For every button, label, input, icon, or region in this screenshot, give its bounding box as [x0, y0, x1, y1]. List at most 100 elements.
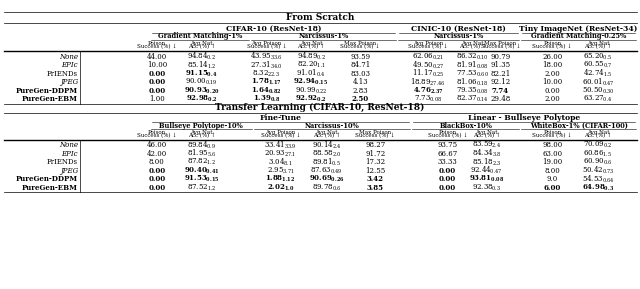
Text: 3.42: 3.42 [367, 175, 384, 183]
Text: 3.85: 3.85 [367, 184, 384, 192]
Text: 0.00: 0.00 [148, 69, 165, 77]
Text: Success (%) ↓: Success (%) ↓ [137, 44, 177, 49]
Text: 0.00: 0.00 [439, 175, 456, 183]
Text: 81.06$_{\mathregular{0.18}}$: 81.06$_{\mathregular{0.18}}$ [456, 76, 489, 88]
Text: 60.90$_{\mathregular{0.6}}$: 60.90$_{\mathregular{0.6}}$ [583, 157, 613, 167]
Text: 82.37$_{\mathregular{0.14}}$: 82.37$_{\mathregular{0.14}}$ [456, 94, 489, 104]
Text: 60.01$_{\mathregular{0.47}}$: 60.01$_{\mathregular{0.47}}$ [582, 76, 614, 88]
Text: 42.74$_{\mathregular{1.5}}$: 42.74$_{\mathregular{1.5}}$ [583, 68, 612, 79]
Text: 2.00: 2.00 [545, 95, 560, 103]
Text: None: None [59, 53, 78, 60]
Text: Success (%) ↓: Success (%) ↓ [260, 133, 300, 138]
Text: 3.04$_{\mathregular{8.1}}$: 3.04$_{\mathregular{8.1}}$ [268, 157, 293, 168]
Text: 10.00: 10.00 [542, 78, 563, 86]
Text: 17.32: 17.32 [365, 158, 385, 166]
Text: 85.14$_{\mathregular{1.2}}$: 85.14$_{\mathregular{1.2}}$ [187, 60, 216, 71]
Text: 91.15$_{\mathregular{0.4}}$: 91.15$_{\mathregular{0.4}}$ [185, 68, 218, 79]
Text: Avg Nat: Avg Nat [190, 130, 212, 135]
Text: 83.03: 83.03 [350, 69, 370, 77]
Text: 0.00: 0.00 [439, 167, 456, 175]
Text: Success (%) ↓: Success (%) ↓ [340, 44, 380, 49]
Text: Max Poison: Max Poison [484, 41, 516, 46]
Text: 90.79: 90.79 [490, 53, 511, 60]
Text: PureGen-DDPM: PureGen-DDPM [16, 86, 78, 95]
Text: 87.82$_{\mathregular{1.2}}$: 87.82$_{\mathregular{1.2}}$ [187, 157, 216, 167]
Text: 92.92$_{\mathregular{0.2}}$: 92.92$_{\mathregular{0.2}}$ [295, 94, 327, 104]
Text: 92.94$_{\mathregular{0.15}}$: 92.94$_{\mathregular{0.15}}$ [294, 77, 329, 87]
Text: PureGen-DDPM: PureGen-DDPM [16, 175, 78, 183]
Text: 94.89$_{\mathregular{0.2}}$: 94.89$_{\mathregular{0.2}}$ [296, 51, 326, 62]
Text: PureGen-EBM: PureGen-EBM [22, 184, 78, 192]
Text: 8.00: 8.00 [545, 167, 560, 175]
Text: Avg Nat: Avg Nat [461, 41, 484, 46]
Text: 93.75: 93.75 [438, 141, 458, 149]
Text: CIFAR-10 (ResNet-18): CIFAR-10 (ResNet-18) [226, 25, 321, 32]
Text: Success (%) ↓: Success (%) ↓ [532, 44, 572, 49]
Text: 0.00: 0.00 [148, 184, 165, 192]
Text: Narcissus-1%: Narcissus-1% [299, 32, 349, 40]
Text: Max Poison: Max Poison [344, 41, 376, 46]
Text: 91.01$_{\mathregular{0.4}}$: 91.01$_{\mathregular{0.4}}$ [296, 68, 326, 79]
Text: Success (%) ↓: Success (%) ↓ [246, 44, 287, 49]
Text: 33.33: 33.33 [438, 158, 458, 166]
Text: Poison: Poison [543, 41, 561, 46]
Text: EPIc: EPIc [61, 150, 78, 158]
Text: PureGen-EBM: PureGen-EBM [22, 95, 78, 103]
Text: 81.95$_{\mathregular{5.6}}$: 81.95$_{\mathregular{5.6}}$ [187, 148, 216, 160]
Text: 0.00: 0.00 [439, 184, 456, 192]
Text: 2.50: 2.50 [351, 95, 369, 103]
Text: 63.00: 63.00 [542, 150, 563, 158]
Text: 54.53$_{\mathregular{0.64}}$: 54.53$_{\mathregular{0.64}}$ [582, 174, 614, 185]
Text: 64.98$_{\mathregular{0.3}}$: 64.98$_{\mathregular{0.3}}$ [582, 183, 614, 193]
Text: 90.93$_{\mathregular{0.20}}$: 90.93$_{\mathregular{0.20}}$ [184, 86, 220, 96]
Text: 4.76$_{\mathregular{2.37}}$: 4.76$_{\mathregular{2.37}}$ [413, 86, 444, 96]
Text: 18.89$_{\mathregular{27.46}}$: 18.89$_{\mathregular{27.46}}$ [410, 76, 446, 88]
Text: Acc (%) ↑: Acc (%) ↑ [188, 133, 215, 138]
Text: 33.41$_{\mathregular{33.9}}$: 33.41$_{\mathregular{33.9}}$ [264, 140, 297, 151]
Text: 0.00: 0.00 [148, 167, 165, 175]
Text: Avg Nat: Avg Nat [316, 130, 338, 135]
Text: 81.91$_{\mathregular{0.08}}$: 81.91$_{\mathregular{0.08}}$ [456, 60, 489, 71]
Text: 4.13: 4.13 [353, 78, 368, 86]
Text: Tiny ImageNet (ResNet-34): Tiny ImageNet (ResNet-34) [519, 25, 637, 32]
Text: 27.31$_{\mathregular{34.0}}$: 27.31$_{\mathregular{34.0}}$ [250, 60, 283, 71]
Text: 7.74: 7.74 [492, 86, 509, 95]
Text: 8.00: 8.00 [149, 158, 164, 166]
Text: 18.00: 18.00 [542, 61, 563, 69]
Text: 60.86$_{\mathregular{1.5}}$: 60.86$_{\mathregular{1.5}}$ [583, 149, 612, 159]
Text: 2.00: 2.00 [545, 69, 560, 77]
Text: Success (%) ↓: Success (%) ↓ [481, 44, 520, 49]
Text: 66.67: 66.67 [438, 150, 458, 158]
Text: 50.50$_{\mathregular{0.30}}$: 50.50$_{\mathregular{0.30}}$ [582, 86, 614, 96]
Text: 85.18$_{\mathregular{2.3}}$: 85.18$_{\mathregular{2.3}}$ [472, 157, 501, 168]
Text: 1.88$_{\mathregular{1.12}}$: 1.88$_{\mathregular{1.12}}$ [266, 174, 296, 184]
Text: 90.99$_{\mathregular{0.22}}$: 90.99$_{\mathregular{0.22}}$ [295, 86, 328, 96]
Text: 92.98$_{\mathregular{0.2}}$: 92.98$_{\mathregular{0.2}}$ [186, 94, 218, 104]
Text: 89.78$_{\mathregular{0.6}}$: 89.78$_{\mathregular{0.6}}$ [312, 183, 342, 193]
Text: Success (%) ↓: Success (%) ↓ [532, 133, 572, 138]
Text: 86.32$_{\mathregular{0.10}}$: 86.32$_{\mathregular{0.10}}$ [456, 51, 489, 62]
Text: Avg Nat: Avg Nat [587, 130, 609, 135]
Text: 46.00: 46.00 [147, 141, 167, 149]
Text: 9.0: 9.0 [547, 175, 558, 183]
Text: 82.20$_{\mathregular{1.1}}$: 82.20$_{\mathregular{1.1}}$ [296, 60, 326, 70]
Text: 98.27: 98.27 [365, 141, 385, 149]
Text: 89.84$_{\mathregular{0.9}}$: 89.84$_{\mathregular{0.9}}$ [187, 140, 216, 151]
Text: Avg Poison: Avg Poison [266, 130, 296, 135]
Text: 10.00: 10.00 [147, 61, 167, 69]
Text: Poison: Poison [438, 130, 457, 135]
Text: 20.93$_{\mathregular{27.1}}$: 20.93$_{\mathregular{27.1}}$ [264, 149, 297, 159]
Text: 84.71: 84.71 [350, 61, 371, 69]
Text: 93.81$_{\mathregular{0.08}}$: 93.81$_{\mathregular{0.08}}$ [469, 174, 504, 184]
Text: None: None [59, 141, 78, 149]
Text: 84.34$_{\mathregular{3.8}}$: 84.34$_{\mathregular{3.8}}$ [472, 148, 501, 160]
Text: From Scratch: From Scratch [286, 13, 354, 22]
Text: 65.20$_{\mathregular{0.5}}$: 65.20$_{\mathregular{0.5}}$ [583, 51, 612, 62]
Text: 1.39$_{\mathregular{0.8}}$: 1.39$_{\mathregular{0.8}}$ [253, 94, 280, 104]
Text: Avg Nat: Avg Nat [190, 41, 212, 46]
Text: 8.32$_{\mathregular{22.3}}$: 8.32$_{\mathregular{22.3}}$ [253, 68, 281, 79]
Text: Gradient Matching-1%: Gradient Matching-1% [157, 32, 242, 40]
Text: Acc (%) ↑: Acc (%) ↑ [584, 133, 612, 138]
Text: 91.53$_{\mathregular{0.15}}$: 91.53$_{\mathregular{0.15}}$ [184, 174, 219, 184]
Text: EPIc: EPIc [61, 61, 78, 69]
